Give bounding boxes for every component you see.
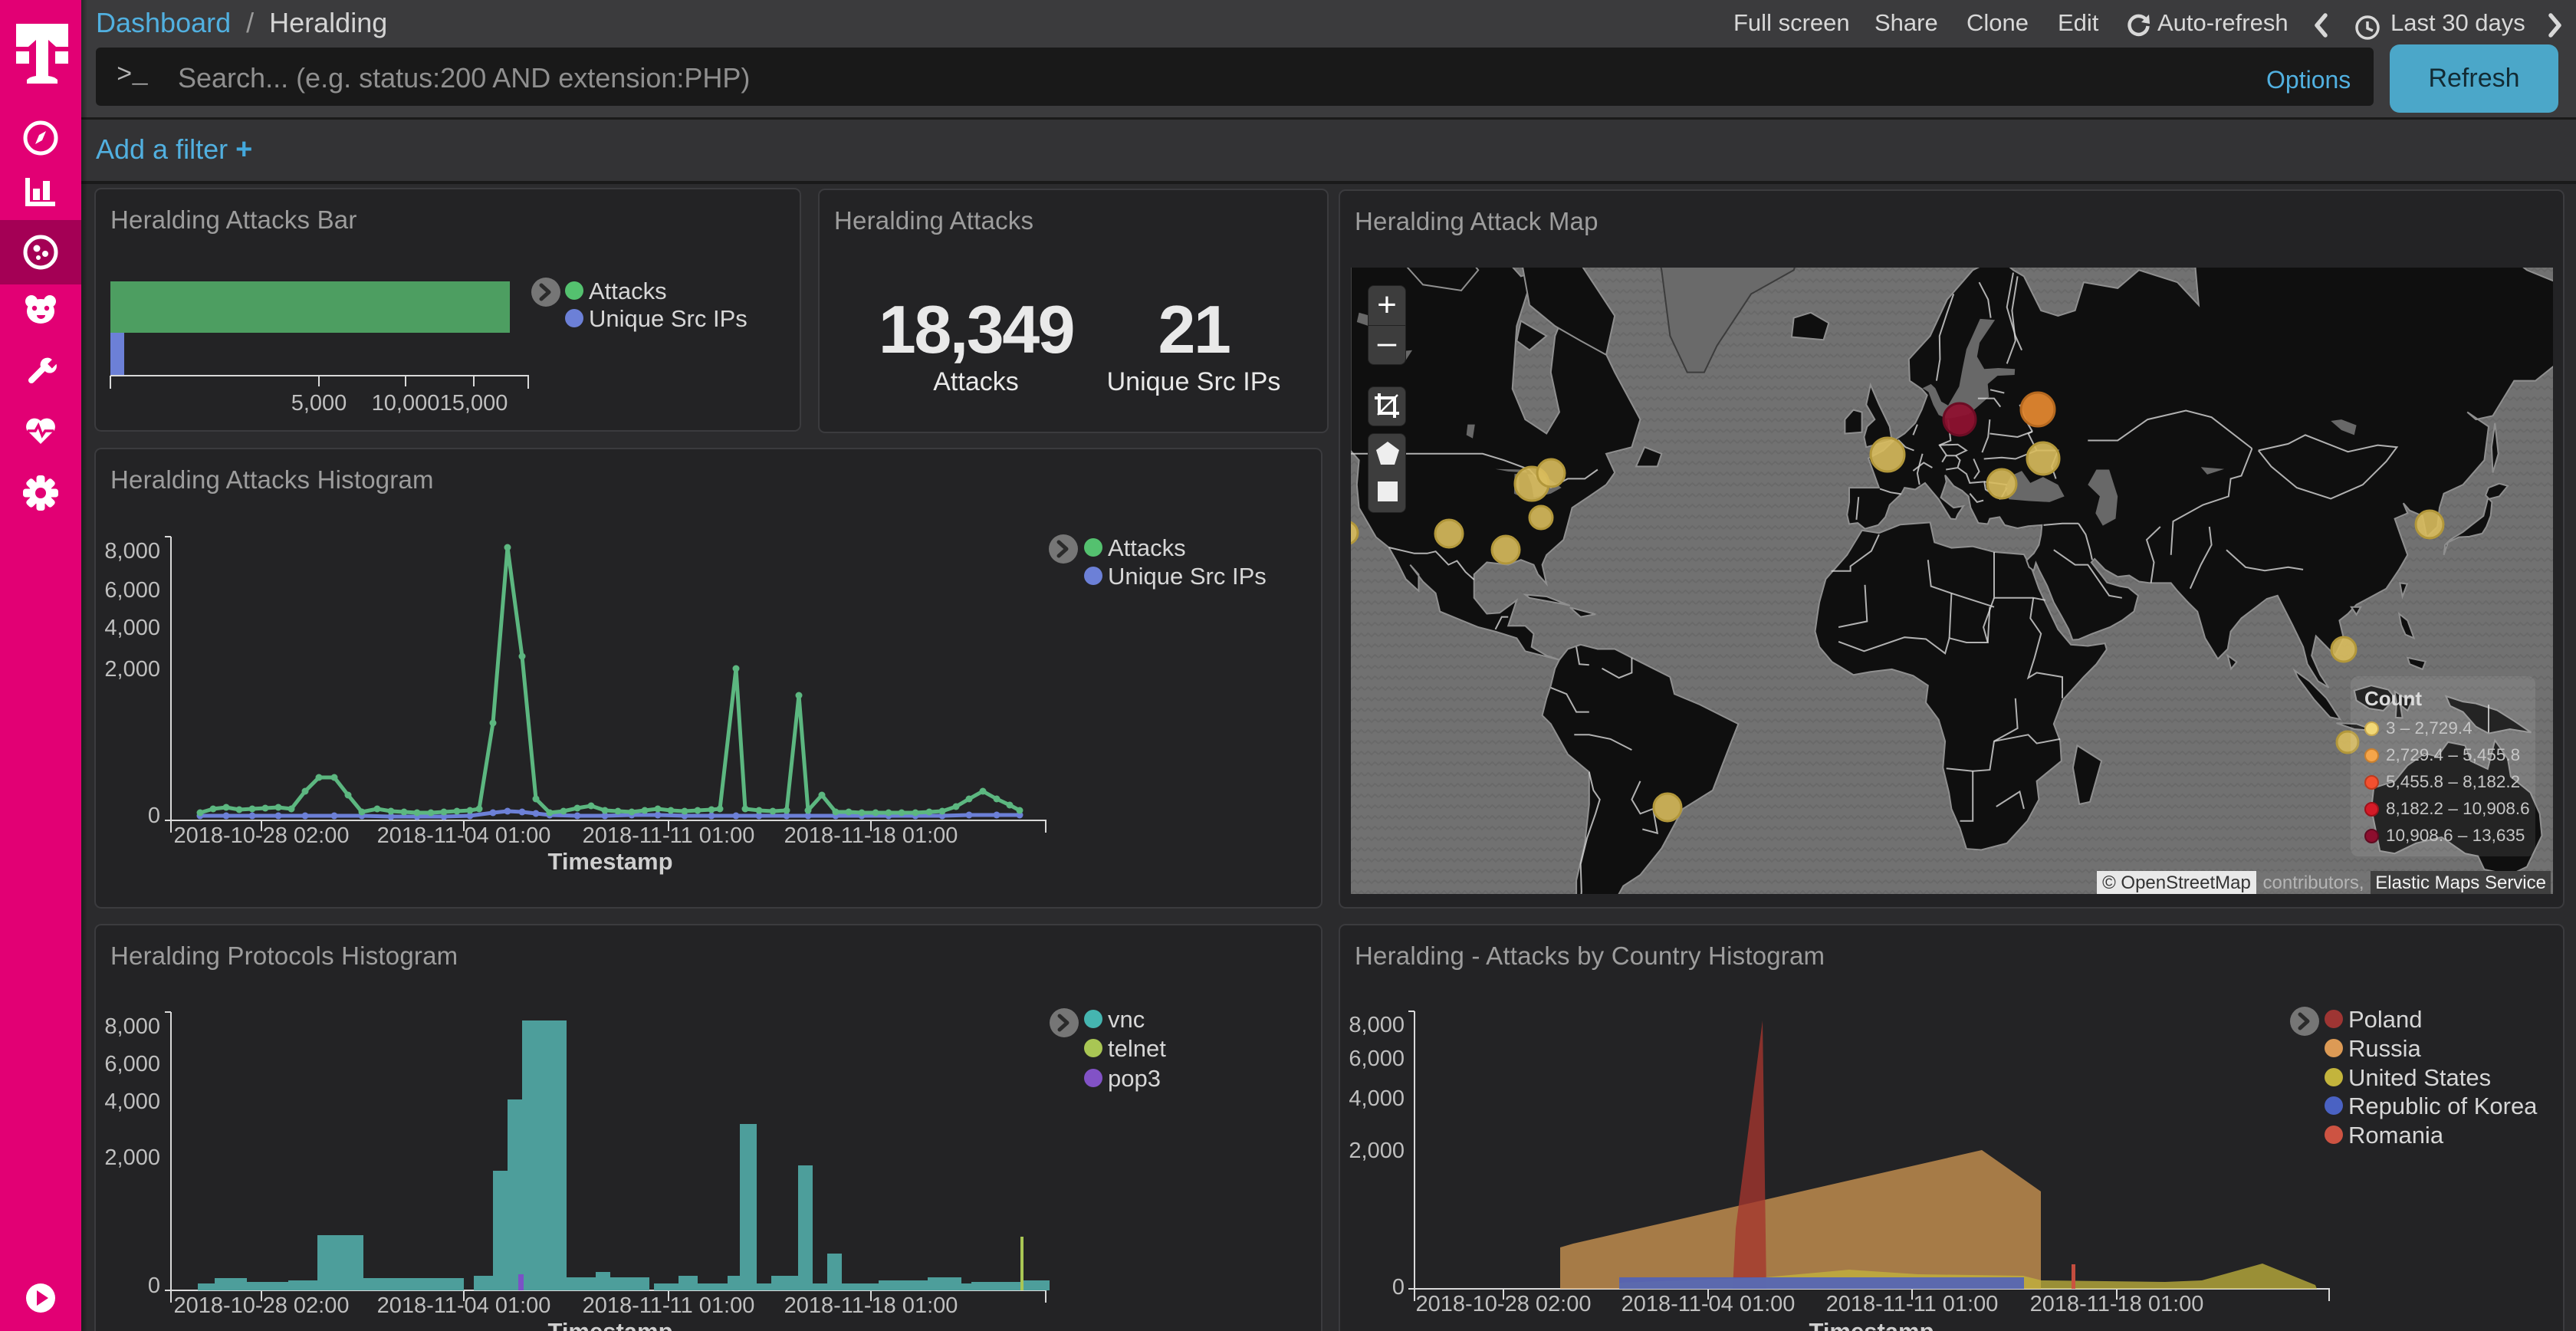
svg-text:Timestamp: Timestamp	[547, 1318, 672, 1331]
svg-text:Attacks: Attacks	[1108, 534, 1186, 561]
svg-text:Unique Src IPs: Unique Src IPs	[1108, 563, 1267, 590]
svg-text:Republic of Korea: Republic of Korea	[2348, 1093, 2538, 1119]
svg-text:0: 0	[148, 804, 160, 828]
svg-text:2018-11-11 01:00: 2018-11-11 01:00	[583, 1293, 755, 1318]
svg-text:2,000: 2,000	[1349, 1139, 1405, 1163]
svg-text:6,000: 6,000	[1349, 1047, 1405, 1071]
svg-text:United States: United States	[2348, 1064, 2491, 1091]
svg-text:2018-11-18 01:00: 2018-11-18 01:00	[784, 1293, 958, 1318]
svg-text:vnc: vnc	[1108, 1006, 1145, 1033]
svg-text:0: 0	[148, 1273, 160, 1298]
svg-text:2018-11-11 01:00: 2018-11-11 01:00	[1826, 1292, 1999, 1316]
svg-text:Timestamp: Timestamp	[547, 848, 672, 875]
svg-text:Poland: Poland	[2348, 1006, 2423, 1033]
svg-text:6,000: 6,000	[104, 578, 160, 603]
svg-text:4,000: 4,000	[104, 616, 160, 640]
svg-text:4,000: 4,000	[1349, 1086, 1405, 1111]
svg-text:8,000: 8,000	[1349, 1013, 1405, 1037]
svg-text:4,000: 4,000	[104, 1089, 160, 1114]
svg-text:Romania: Romania	[2348, 1122, 2444, 1149]
svg-text:Russia: Russia	[2348, 1035, 2422, 1062]
svg-text:6,000: 6,000	[104, 1052, 160, 1076]
svg-text:2018-11-04 01:00: 2018-11-04 01:00	[377, 823, 551, 848]
svg-text:2018-10-28 02:00: 2018-10-28 02:00	[1416, 1292, 1592, 1316]
svg-text:2018-10-28 02:00: 2018-10-28 02:00	[174, 1293, 350, 1318]
svg-text:Unique Src IPs: Unique Src IPs	[589, 305, 748, 332]
svg-text:2,000: 2,000	[104, 1145, 160, 1170]
svg-text:10,000: 10,000	[372, 391, 440, 416]
svg-text:2018-11-18 01:00: 2018-11-18 01:00	[784, 823, 958, 848]
svg-text:Attacks: Attacks	[589, 278, 667, 304]
svg-text:telnet: telnet	[1108, 1035, 1166, 1062]
svg-text:Timestamp: Timestamp	[1809, 1318, 1934, 1331]
svg-text:0: 0	[1392, 1275, 1405, 1300]
svg-text:15,000: 15,000	[440, 391, 508, 416]
svg-text:2018-11-18 01:00: 2018-11-18 01:00	[2030, 1292, 2204, 1316]
svg-text:2018-10-28 02:00: 2018-10-28 02:00	[174, 823, 350, 848]
svg-text:5,000: 5,000	[291, 391, 347, 416]
svg-text:2,000: 2,000	[104, 657, 160, 682]
svg-text:2018-11-04 01:00: 2018-11-04 01:00	[377, 1293, 551, 1318]
svg-text:pop3: pop3	[1108, 1065, 1161, 1092]
svg-text:2018-11-04 01:00: 2018-11-04 01:00	[1622, 1292, 1796, 1316]
svg-text:2018-11-11 01:00: 2018-11-11 01:00	[583, 823, 755, 848]
svg-text:8,000: 8,000	[104, 1014, 160, 1039]
svg-text:8,000: 8,000	[104, 539, 160, 564]
